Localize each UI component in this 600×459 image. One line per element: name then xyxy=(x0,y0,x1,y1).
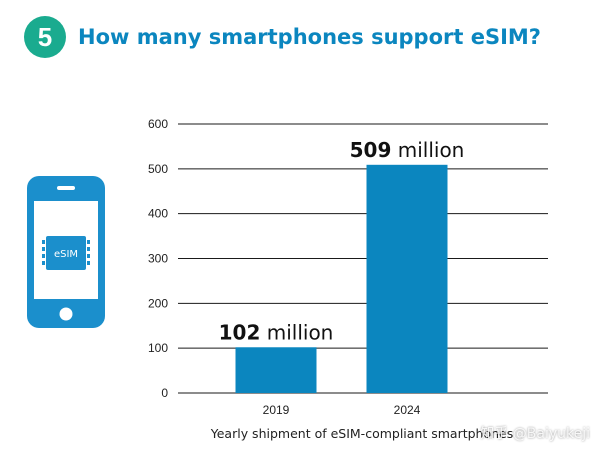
x-axis-label: Yearly shipment of eSIM-compliant smartp… xyxy=(210,426,514,441)
bars xyxy=(235,164,448,393)
y-axis-ticks: 0 100 200 300 400 500 600 xyxy=(148,117,168,400)
y-tick-label: 200 xyxy=(148,296,168,310)
smartphone-esim-icon: eSIM xyxy=(27,176,107,333)
y-tick-label: 100 xyxy=(148,341,168,355)
bar-2024 xyxy=(366,164,448,393)
y-tick-label: 0 xyxy=(161,386,168,400)
page-title: How many smartphones support eSIM? xyxy=(78,25,541,49)
watermark: 知乎 @Baiyukeji xyxy=(480,426,590,442)
y-tick-label: 300 xyxy=(148,252,168,266)
x-axis-ticks: 2019 2024 xyxy=(263,403,421,417)
step-number-badge: 5 xyxy=(24,16,66,58)
esim-chip-label: eSIM xyxy=(54,249,78,260)
x-tick-label-2019: 2019 xyxy=(263,403,290,417)
x-tick-label-2024: 2024 xyxy=(394,403,421,417)
y-tick-label: 600 xyxy=(148,117,168,131)
bar-2019 xyxy=(235,347,317,393)
esim-chip-icon: eSIM xyxy=(42,236,90,270)
data-label-2019: 102 million xyxy=(219,320,334,344)
y-tick-label: 500 xyxy=(148,162,168,176)
header: 5 How many smartphones support eSIM? xyxy=(24,16,541,58)
y-tick-label: 400 xyxy=(148,207,168,221)
data-label-2024: 509 million xyxy=(350,138,465,162)
data-labels: 102 million 509 million xyxy=(219,138,465,344)
gridlines xyxy=(178,123,548,394)
